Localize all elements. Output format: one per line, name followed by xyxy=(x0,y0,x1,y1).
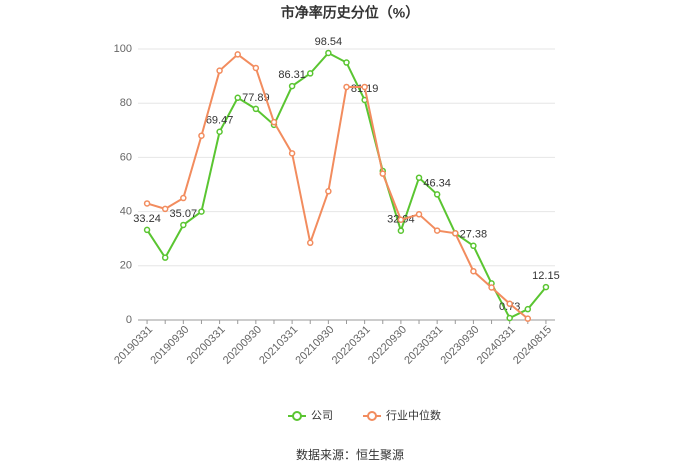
data-point xyxy=(198,132,205,139)
legend-marker xyxy=(292,411,302,421)
data-point xyxy=(161,254,169,261)
x-tick-label: 20220331 xyxy=(330,324,373,367)
y-tick-label: 40 xyxy=(120,206,132,218)
data-point xyxy=(198,208,205,215)
data-label: 35.07 xyxy=(170,208,198,220)
data-point xyxy=(524,315,532,322)
data-point xyxy=(270,118,278,126)
y-tick-label: 100 xyxy=(114,43,132,55)
data-point xyxy=(361,83,368,91)
data-point xyxy=(433,191,441,198)
data-point xyxy=(470,242,477,250)
x-tick-label: 20230331 xyxy=(402,324,445,367)
data-point xyxy=(379,170,387,177)
data-point xyxy=(397,216,405,223)
data-label: 69.47 xyxy=(206,115,234,127)
y-tick-label: 60 xyxy=(120,151,132,163)
data-label: 98.54 xyxy=(315,36,343,48)
data-point xyxy=(180,194,187,202)
data-point xyxy=(415,211,423,218)
data-point xyxy=(542,283,550,291)
data-point xyxy=(470,267,477,275)
data-point xyxy=(343,59,350,66)
x-tick-label: 20220930 xyxy=(366,324,409,367)
data-point xyxy=(397,227,405,234)
data-point xyxy=(325,188,332,195)
data-point xyxy=(306,70,314,77)
data-point xyxy=(180,221,187,229)
x-tick-label: 20230930 xyxy=(438,324,481,367)
x-tick-label: 20210331 xyxy=(257,324,300,367)
x-tick-label: 20240815 xyxy=(511,324,554,367)
data-label: 33.24 xyxy=(133,213,161,225)
y-tick-label: 20 xyxy=(120,260,132,272)
x-tick-label: 20240331 xyxy=(475,324,518,367)
data-point xyxy=(143,200,151,207)
y-tick-label: 80 xyxy=(120,97,132,109)
data-point xyxy=(452,230,459,237)
legend-marker xyxy=(367,411,377,421)
data-point xyxy=(524,305,532,313)
x-tick-label: 20190930 xyxy=(148,324,191,367)
data-label: 86.31 xyxy=(278,69,306,81)
data-point xyxy=(288,150,296,157)
data-label: 27.38 xyxy=(460,229,488,241)
data-point xyxy=(288,82,296,90)
x-tick-label: 20200331 xyxy=(185,324,228,367)
y-tick-label: 0 xyxy=(126,314,132,326)
data-point xyxy=(252,64,260,72)
data-point xyxy=(343,83,350,91)
data-point xyxy=(306,239,314,247)
data-point xyxy=(506,300,513,307)
x-tick-label: 20200930 xyxy=(221,324,264,367)
source: 数据来源：恒生聚源 xyxy=(296,447,404,462)
legend-label: 行业中位数 xyxy=(386,408,441,422)
data-label: 12.15 xyxy=(532,270,560,282)
data-point xyxy=(433,227,441,234)
data-label: 46.34 xyxy=(423,177,451,189)
legend-label: 公司 xyxy=(311,410,333,422)
data-point xyxy=(234,51,241,58)
data-point xyxy=(161,205,169,213)
chart-title: 市净率历史分位（%） xyxy=(281,5,419,21)
data-point xyxy=(234,94,241,102)
data-point xyxy=(143,226,151,234)
data-point xyxy=(488,284,495,291)
data-point xyxy=(216,128,223,135)
data-point xyxy=(415,174,423,181)
series-line xyxy=(146,53,529,320)
x-tick-label: 20210930 xyxy=(293,324,336,367)
data-point xyxy=(216,67,223,74)
data-point xyxy=(252,105,260,113)
data-point xyxy=(325,49,332,57)
x-tick-label: 20190331 xyxy=(112,324,155,367)
data-point xyxy=(506,314,513,322)
data-label: 77.89 xyxy=(242,92,270,104)
